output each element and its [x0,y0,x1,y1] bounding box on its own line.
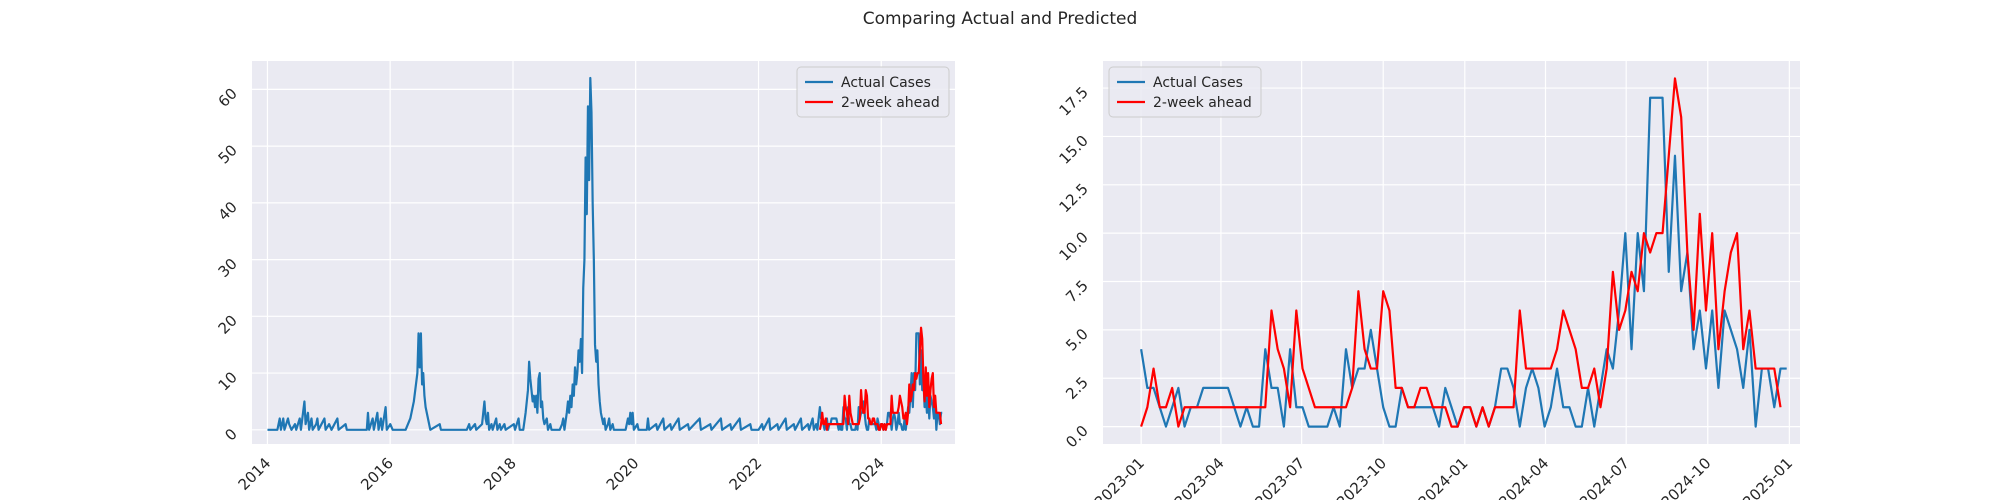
plot-area [252,61,955,444]
legend: Actual Cases 2-week ahead [1108,66,1262,118]
legend-box [1108,66,1262,118]
plot-area [1103,61,1800,444]
figure-title: Comparing Actual and Predicted [863,9,1138,29]
legend: Actual Cases 2-week ahead [796,66,950,118]
right-chart: 2023-01 2023-04 2023-07 2023-10 2024-01 2024-… [1055,61,1800,500]
legend-label: 2-week ahead [1153,95,1252,111]
legend-label: Actual Cases [841,75,931,91]
legend-box [796,66,950,118]
series-line-2-week-ahead [1140,77,1782,428]
left-chart: 2014 2016 2018 2020 2022 20240102030405060Act… [215,61,955,494]
legend-label: Actual Cases [1153,75,1243,91]
series-line-2-week-ahead [818,326,943,431]
legend-label: 2-week ahead [841,95,940,111]
